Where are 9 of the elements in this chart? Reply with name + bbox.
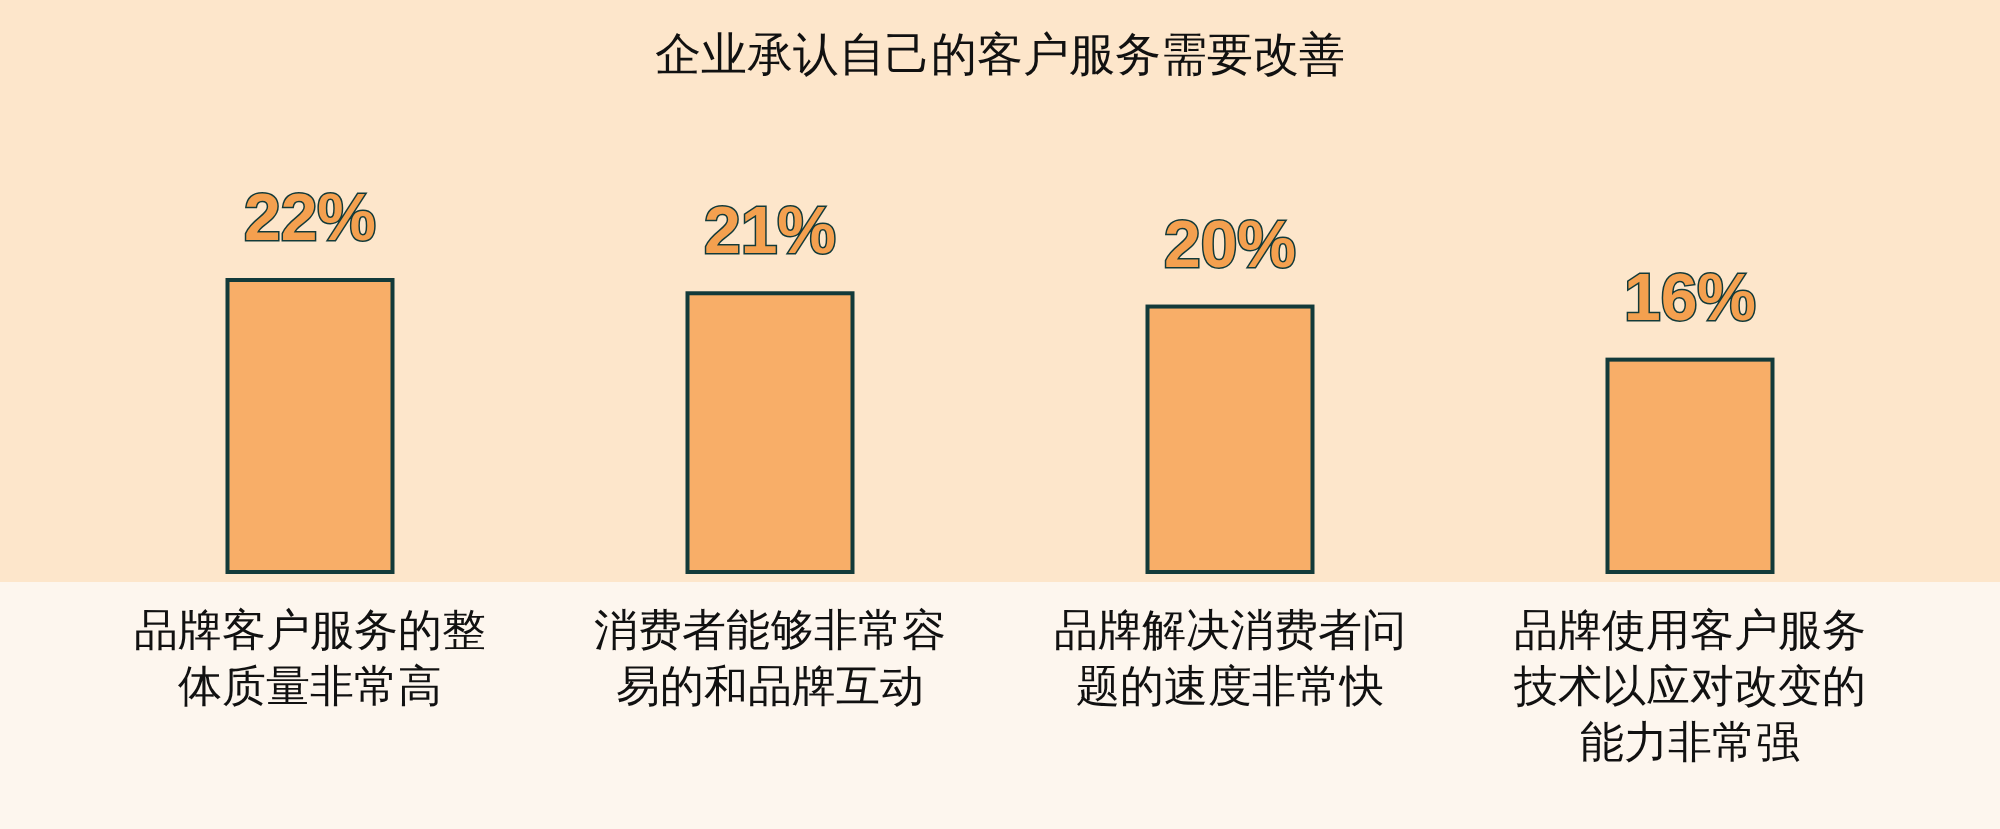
data-label: 20% <box>1163 206 1297 281</box>
x-tick-label: 品牌使用客户服务技术以应对改变的能力非常强 <box>1513 605 1866 766</box>
x-tick-label: 品牌客户服务的整体质量非常高 <box>134 605 486 710</box>
x-tick-label: 消费者能够非常容易的和品牌互动 <box>594 605 946 710</box>
x-tick-label: 品牌解决消费者问题的速度非常快 <box>1054 605 1406 710</box>
data-label: 22% <box>243 180 377 254</box>
data-label: 21% <box>703 193 837 268</box>
data-label: 16% <box>1623 259 1757 334</box>
chart-title: 企业承认自己的客户服务需要改善 <box>655 28 1345 80</box>
